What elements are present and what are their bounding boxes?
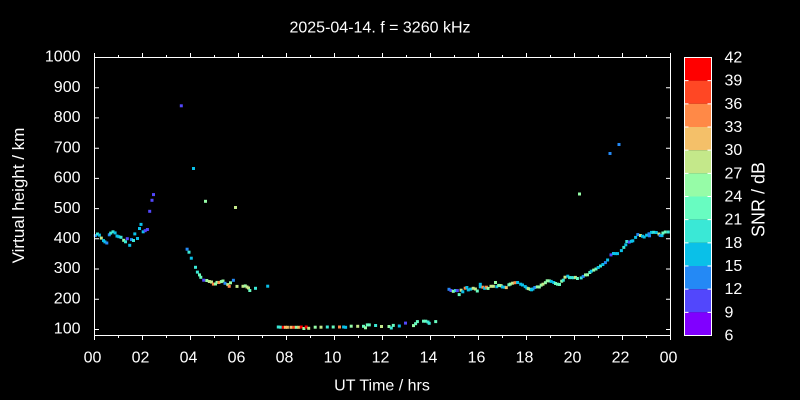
svg-text:600: 600 xyxy=(54,170,81,187)
svg-text:SNR / dB: SNR / dB xyxy=(749,162,769,237)
svg-text:16: 16 xyxy=(468,350,486,367)
svg-text:00: 00 xyxy=(660,350,678,367)
svg-text:22: 22 xyxy=(612,350,630,367)
svg-text:33: 33 xyxy=(725,119,743,136)
svg-text:800: 800 xyxy=(54,109,81,126)
svg-text:14: 14 xyxy=(420,350,438,367)
svg-text:6: 6 xyxy=(725,328,734,345)
svg-text:04: 04 xyxy=(180,350,198,367)
svg-text:08: 08 xyxy=(276,350,294,367)
svg-text:Virtual height / km: Virtual height / km xyxy=(9,128,28,264)
svg-text:36: 36 xyxy=(725,96,743,113)
svg-text:10: 10 xyxy=(324,350,342,367)
svg-text:2025-04-14. f = 3260 kHz: 2025-04-14. f = 3260 kHz xyxy=(289,20,470,37)
svg-text:20: 20 xyxy=(564,350,582,367)
svg-text:06: 06 xyxy=(228,350,246,367)
svg-text:02: 02 xyxy=(132,350,150,367)
svg-text:900: 900 xyxy=(54,79,81,96)
svg-text:9: 9 xyxy=(725,304,734,321)
svg-text:300: 300 xyxy=(54,260,81,277)
svg-text:100: 100 xyxy=(54,321,81,338)
svg-text:12: 12 xyxy=(725,281,743,298)
svg-text:00: 00 xyxy=(84,350,102,367)
svg-text:400: 400 xyxy=(54,230,81,247)
svg-text:500: 500 xyxy=(54,200,81,217)
svg-text:21: 21 xyxy=(725,212,743,229)
svg-text:27: 27 xyxy=(725,165,743,182)
svg-text:1000: 1000 xyxy=(45,49,81,66)
svg-text:18: 18 xyxy=(725,235,743,252)
svg-text:42: 42 xyxy=(725,50,743,67)
svg-text:UT Time / hrs: UT Time / hrs xyxy=(334,378,430,395)
svg-text:12: 12 xyxy=(372,350,390,367)
svg-text:30: 30 xyxy=(725,142,743,159)
svg-text:200: 200 xyxy=(54,290,81,307)
svg-text:18: 18 xyxy=(516,350,534,367)
svg-text:700: 700 xyxy=(54,139,81,156)
svg-text:39: 39 xyxy=(725,73,743,90)
svg-text:24: 24 xyxy=(725,189,743,206)
svg-text:15: 15 xyxy=(725,258,743,275)
